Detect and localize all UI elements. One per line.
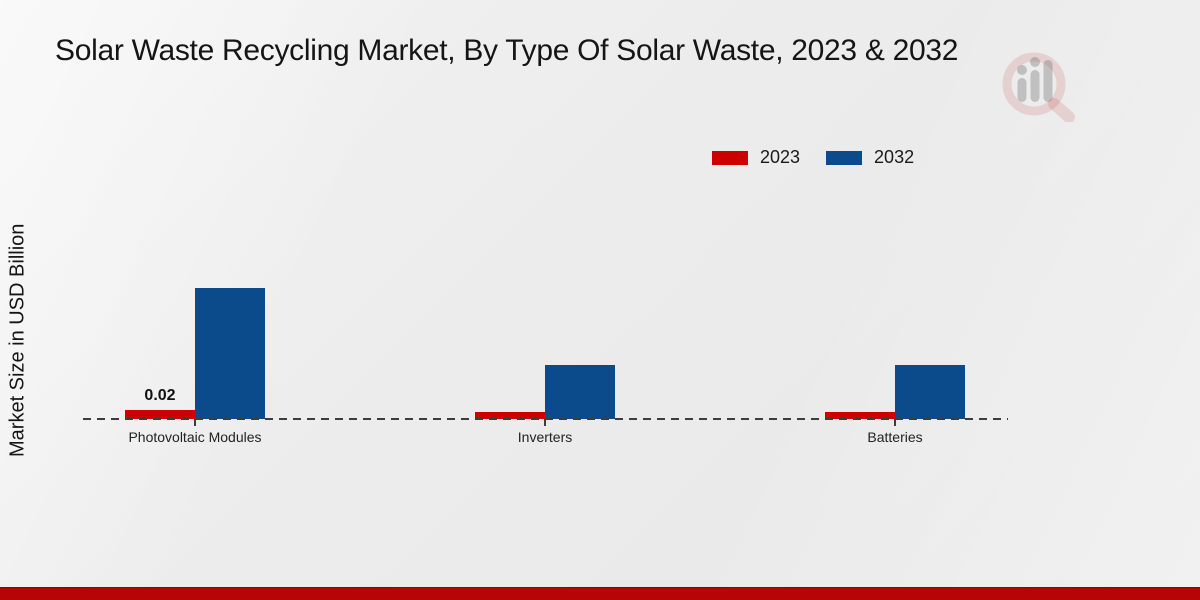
bar-2023-inverters bbox=[475, 412, 545, 419]
legend-label-2023: 2023 bbox=[760, 147, 801, 167]
legend-label-2032: 2032 bbox=[874, 147, 915, 167]
magnifier-bar-chart-icon bbox=[1002, 52, 1075, 123]
bar-value-label-2023-photovoltaic-modules: 0.02 bbox=[144, 387, 176, 404]
category-label-batteries: Batteries bbox=[867, 429, 923, 445]
bar-2023-batteries bbox=[825, 412, 895, 419]
legend: 2023 2032 bbox=[712, 147, 914, 168]
mrfr-logo-watermark bbox=[998, 50, 1080, 127]
chart-title: Solar Waste Recycling Market, By Type Of… bbox=[55, 34, 959, 67]
x-tick-batteries bbox=[894, 419, 896, 426]
category-label-inverters: Inverters bbox=[517, 429, 573, 445]
x-tick-photovoltaic-modules bbox=[194, 419, 196, 426]
legend-swatch-2032-icon bbox=[826, 150, 863, 165]
bar-2023-photovoltaic-modules bbox=[125, 410, 195, 419]
legend-entry-2032: 2032 bbox=[826, 147, 914, 168]
legend-entry-2023: 2023 bbox=[712, 147, 800, 168]
bar-2032-inverters bbox=[545, 365, 615, 419]
y-axis-label: Market Size in USD Billion bbox=[6, 223, 29, 457]
category-label-photovoltaic-modules: Photovoltaic Modules bbox=[128, 429, 262, 445]
legend-swatch-2023-icon bbox=[712, 150, 748, 165]
x-tick-inverters bbox=[544, 419, 546, 426]
bar-2032-batteries bbox=[895, 365, 965, 419]
bar-2032-photovoltaic-modules bbox=[195, 288, 265, 419]
footer-accent-bar bbox=[0, 587, 1200, 600]
